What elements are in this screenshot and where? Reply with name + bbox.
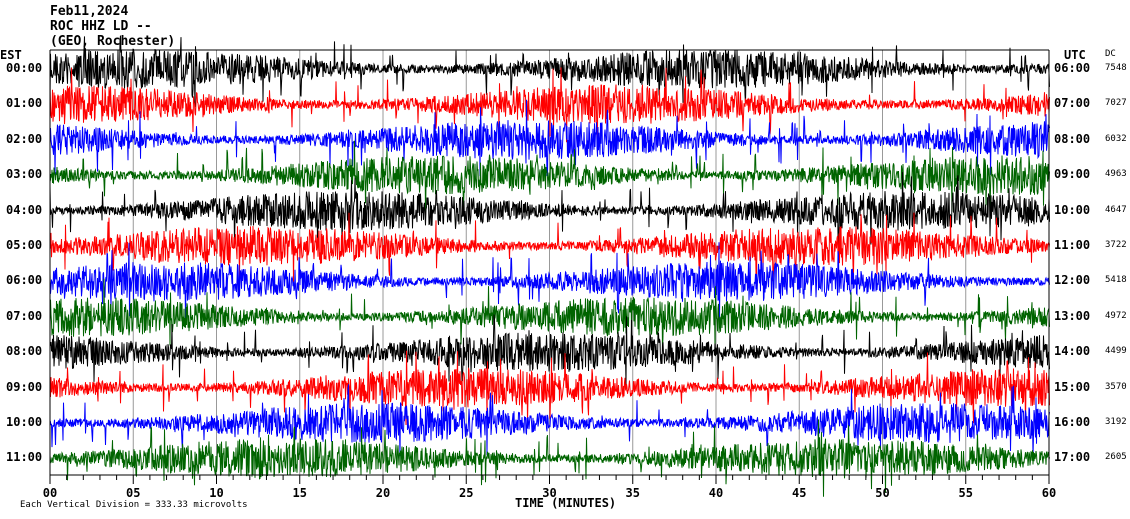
location-title: (GEO, Rochester) [50, 34, 176, 49]
est-label-row: 01:00 [6, 96, 43, 111]
utc-label-row: 11:00 [1054, 238, 1091, 252]
trace-0300 [49, 140, 1050, 215]
x-tick-label: 10 [209, 486, 224, 500]
x-tick-label: 15 [292, 486, 307, 500]
trace-0200 [49, 99, 1050, 177]
station-title: ROC HHZ LD -- [50, 19, 152, 34]
x-tick-label: 20 [375, 486, 391, 500]
trace-0100 [49, 67, 1050, 143]
est-label-row: 05:00 [6, 238, 43, 252]
est-label-row: 02:00 [6, 131, 43, 146]
dc-value: 4972 [1105, 310, 1127, 321]
est-label-row: 07:00 [6, 308, 43, 323]
trace-0600 [49, 242, 1050, 321]
dc-value: 6032 [1105, 133, 1127, 144]
x-tick-label: 25 [459, 486, 474, 500]
x-tick-label: 00 [42, 486, 58, 500]
trace-1100 [49, 419, 1050, 497]
trace-1000 [49, 384, 1050, 457]
dc-value: 7027 [1105, 98, 1127, 109]
est-label-row: 00:00 [6, 61, 43, 75]
dc-value: 4963 [1105, 169, 1127, 180]
est-label-row: 08:00 [6, 344, 43, 359]
utc-label-row: 09:00 [1054, 167, 1091, 182]
est-label-row: 10:00 [6, 415, 43, 429]
dc-value: 4499 [1105, 346, 1127, 357]
utc-label-row: 14:00 [1054, 344, 1091, 359]
dc-value: 3192 [1105, 417, 1127, 427]
utc-label-row: 10:00 [1054, 202, 1091, 217]
dc-header: DC [1105, 49, 1116, 59]
x-axis-label: TIME (MINUTES) [515, 496, 617, 510]
utc-label-row: 13:00 [1054, 308, 1091, 323]
utc-label-row: 12:00 [1054, 273, 1091, 288]
utc-label-row: 08:00 [1054, 131, 1091, 146]
scale-note: Each Vertical Division = 333.33 microvol… [20, 500, 248, 510]
trace-0400 [49, 172, 1050, 248]
x-tick-label: 55 [958, 486, 973, 500]
dc-value: 4647 [1105, 204, 1127, 215]
est-label-row: 03:00 [6, 167, 43, 182]
x-tick-label: 45 [792, 486, 807, 500]
x-tick-label: 50 [875, 486, 890, 500]
est-label-row: 04:00 [6, 202, 43, 217]
dc-value: 2605 [1105, 452, 1127, 463]
x-tick-label: 05 [126, 486, 141, 500]
x-tick-label: 35 [625, 486, 640, 500]
dc-value: 3722 [1105, 240, 1127, 250]
trace-0800 [49, 314, 1050, 386]
trace-0500 [49, 212, 1050, 283]
utc-label: UTC [1064, 48, 1086, 62]
est-label-row: 06:00 [6, 273, 43, 288]
trace-0700 [49, 278, 1050, 351]
dc-value: 3570 [1105, 381, 1127, 392]
est-label-row: 09:00 [6, 379, 43, 394]
date-title: Feb11,2024 [50, 4, 129, 19]
dc-value: 7548 [1105, 63, 1127, 73]
utc-label-row: 06:00 [1054, 61, 1091, 75]
x-tick-label: 60 [1041, 486, 1057, 500]
est-label-row: 11:00 [6, 450, 43, 465]
utc-label-row: 15:00 [1054, 379, 1091, 394]
utc-label-row: 07:00 [1054, 96, 1091, 111]
trace-0900 [49, 350, 1050, 426]
utc-label-row: 17:00 [1054, 450, 1091, 465]
trace-0000 [49, 35, 1050, 108]
x-tick-label: 30 [542, 486, 557, 500]
dc-value: 5418 [1105, 275, 1127, 286]
est-label: EST [0, 48, 22, 62]
x-tick-label: 40 [708, 486, 724, 500]
utc-label-row: 16:00 [1054, 415, 1091, 429]
